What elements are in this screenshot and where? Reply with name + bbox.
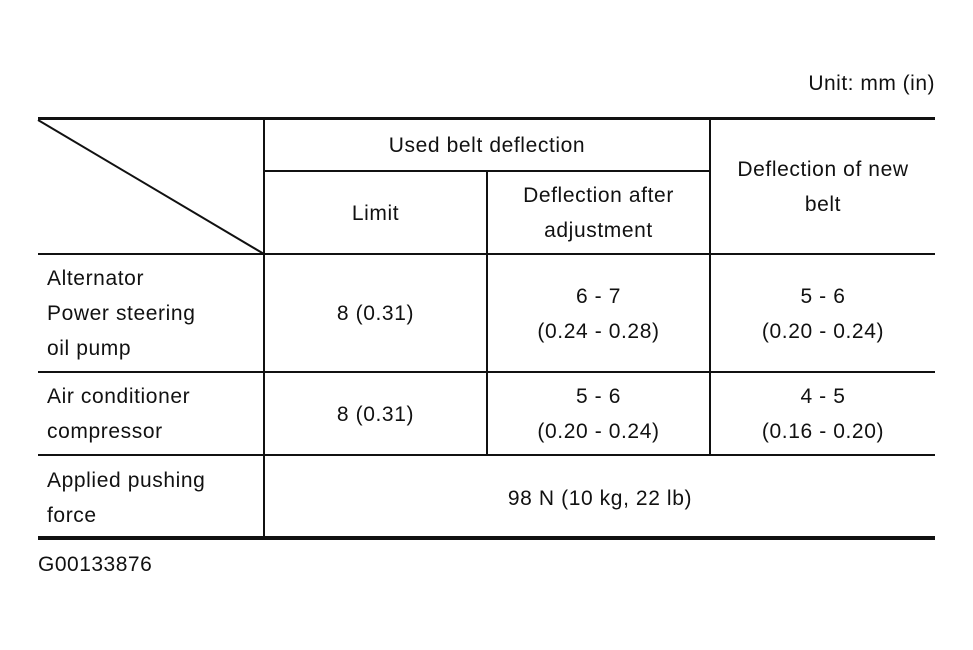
row2-bottom-line (38, 454, 935, 456)
row-label-text: Air conditioner compressor (47, 385, 191, 443)
row2-limit-value: 8 (0.31) (336, 402, 415, 426)
figure-id: G00133876 (38, 553, 153, 576)
row2-limit-cell: 8 (0.31) (265, 373, 486, 455)
header-used-belt-deflection-text: Used belt deflection (388, 134, 586, 157)
row1-new-belt-cell: 5 - 6 (0.20 - 0.24) (711, 255, 935, 372)
adjustment-column-line (709, 120, 711, 455)
header-deflection-after-adjustment: Deflection after adjustment (487, 172, 710, 254)
row2-new-belt-cell: 4 - 5 (0.16 - 0.20) (711, 373, 935, 455)
row-label-alternator-power-steering: Alternator Power steering oil pump (38, 255, 263, 372)
row1-limit-value: 8 (0.31) (336, 302, 415, 325)
row-label-applied-pushing-force: Applied pushing force (38, 456, 263, 540)
belt-deflection-table: Used belt deflection Limit Deflection af… (37, 117, 935, 540)
row2-after-adjustment-value: 5 - 6 (0.20 - 0.24) (537, 385, 660, 443)
row1-after-adjustment-cell: 6 - 7 (0.24 - 0.28) (488, 255, 709, 372)
unit-note: Unit: mm (in) (808, 72, 935, 95)
row2-after-adjustment-cell: 5 - 6 (0.20 - 0.24) (488, 373, 709, 455)
header-used-belt-deflection: Used belt deflection (264, 120, 710, 171)
row-label-air-conditioner: Air conditioner compressor (38, 373, 263, 455)
row1-after-adjustment-value: 6 - 7 (0.24 - 0.28) (537, 284, 660, 343)
header-limit: Limit (264, 172, 487, 254)
header-limit-text: Limit (351, 201, 400, 225)
limit-column-line (486, 171, 488, 455)
label-column-line (263, 120, 265, 540)
corner-diagonal-line (37, 119, 265, 255)
row1-new-belt-value: 5 - 6 (0.20 - 0.24) (761, 284, 885, 343)
header-deflection-of-new-belt: Deflection of new belt (711, 120, 935, 254)
pushing-force-value: 98 N (10 kg, 22 lb) (507, 486, 693, 510)
row1-limit-cell: 8 (0.31) (265, 255, 486, 372)
row-label-text: Alternator Power steering oil pump (47, 267, 196, 360)
pushing-force-value-cell: 98 N (10 kg, 22 lb) (265, 456, 935, 540)
row-label-text: Applied pushing force (47, 469, 206, 527)
row2-new-belt-value: 4 - 5 (0.16 - 0.20) (761, 385, 885, 443)
header-deflection-of-new-belt-text: Deflection of new belt (737, 158, 909, 216)
header-deflection-after-adjustment-text: Deflection after adjustment (523, 184, 674, 242)
